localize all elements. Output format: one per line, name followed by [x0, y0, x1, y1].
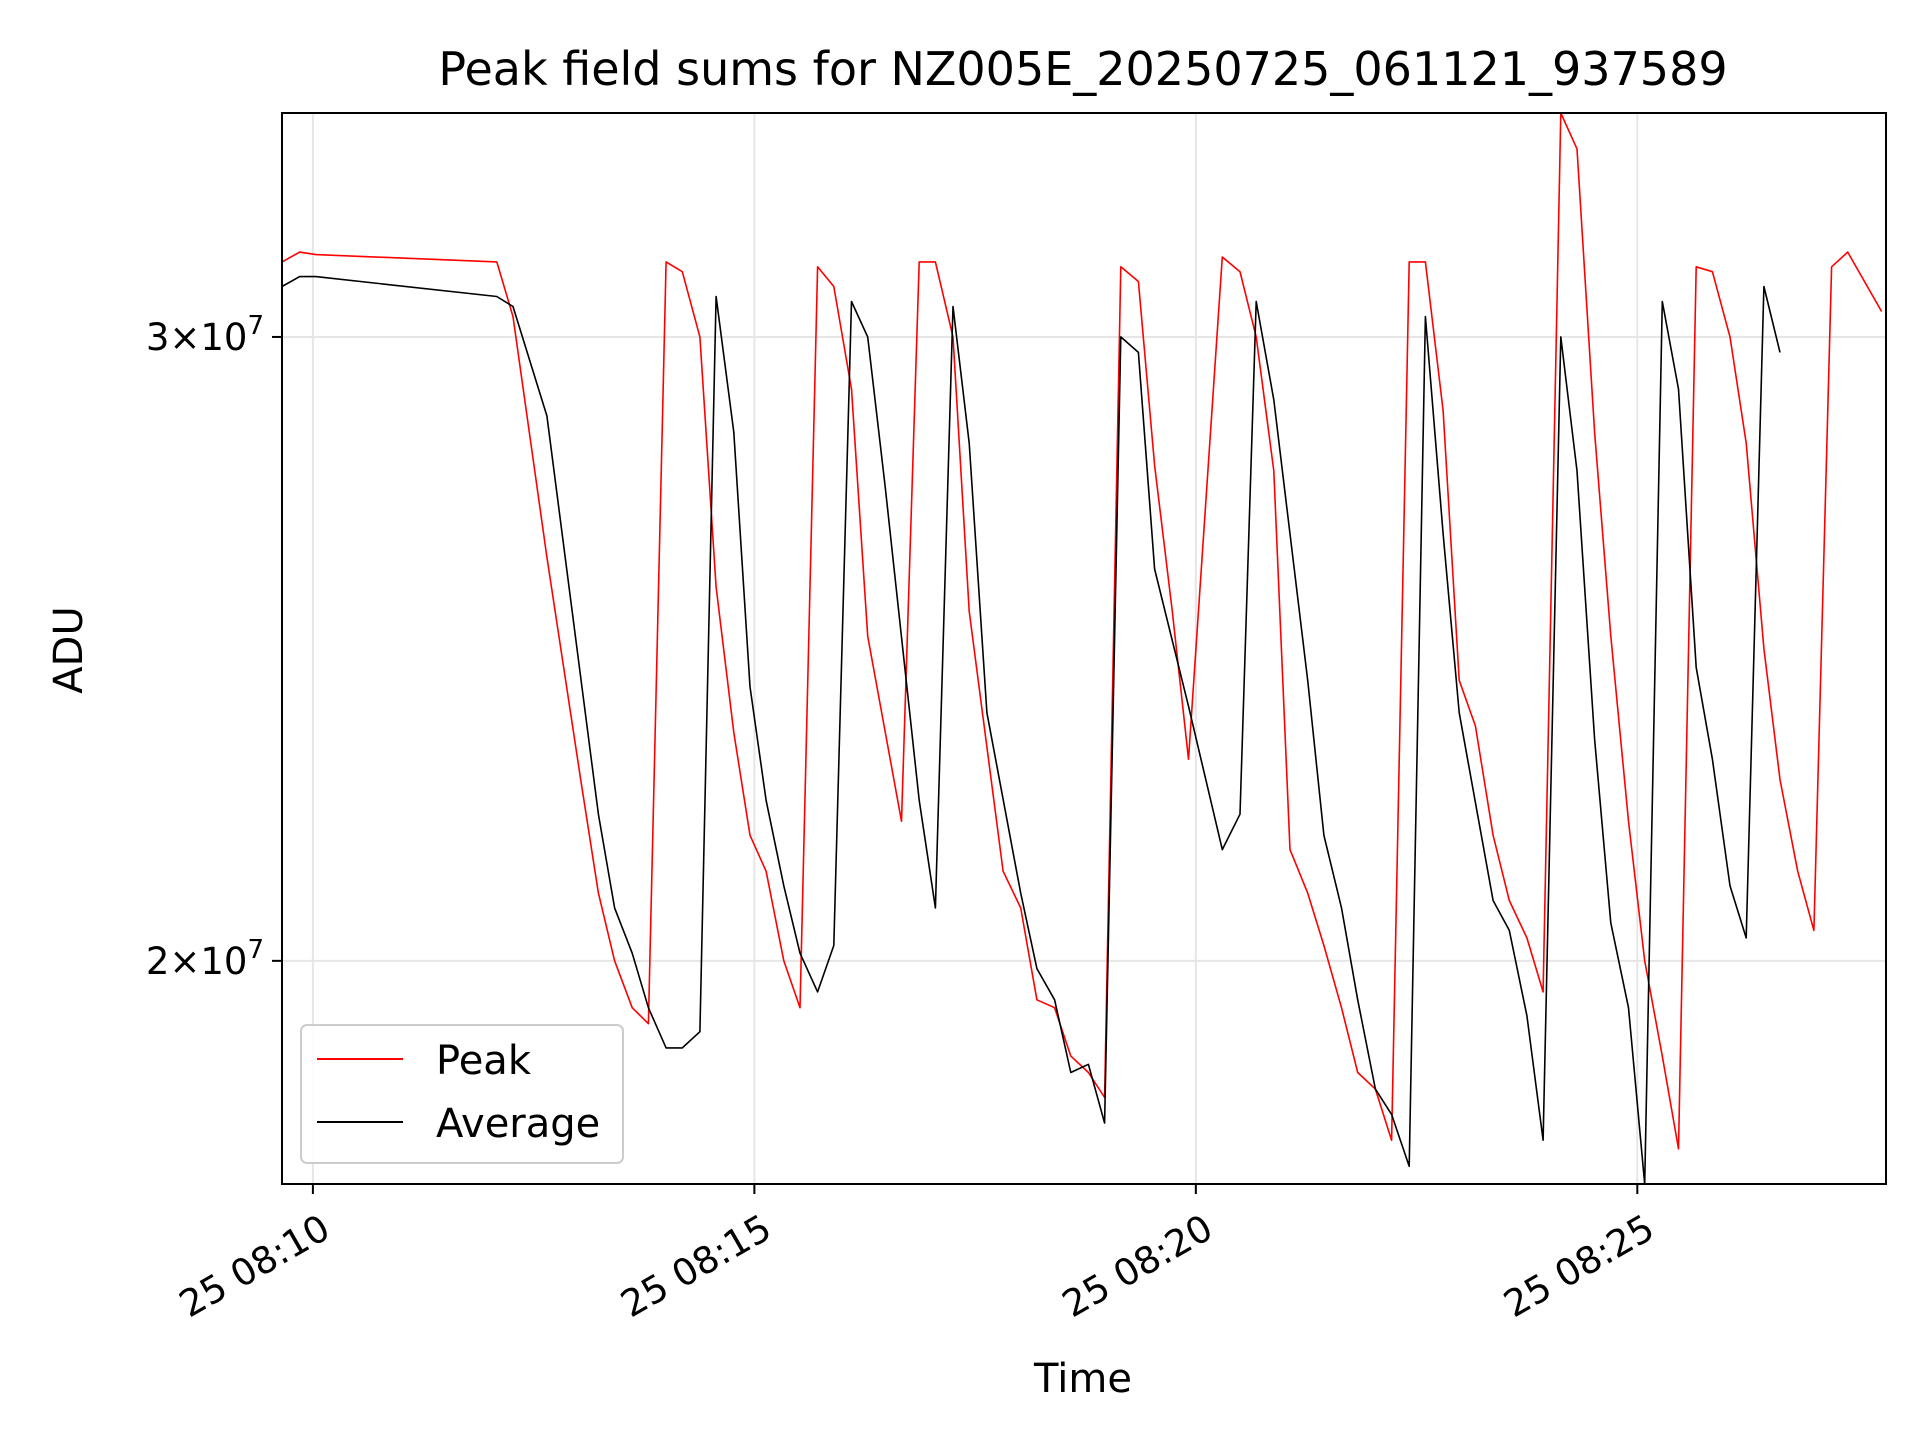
- y-tick-label-base: 3: [146, 316, 170, 359]
- x-tick-label: 25 08:25: [1497, 1206, 1662, 1326]
- y-tick-label-times: ×10: [169, 940, 247, 983]
- x-axis-label: Time: [1033, 1356, 1132, 1402]
- x-tick-label: 25 08:15: [614, 1206, 779, 1326]
- y-tick-label: 3×107: [146, 311, 264, 359]
- series-line-peak: [281, 112, 1883, 1150]
- series-line-average: [281, 275, 1781, 1185]
- legend: Peak Average: [300, 1024, 624, 1164]
- chart-title: Peak field sums for NZ005E_20250725_0611…: [438, 42, 1727, 96]
- x-tick-label: 25 08:20: [1055, 1206, 1220, 1326]
- x-tick-label: 25 08:10: [172, 1206, 337, 1326]
- y-tick-label-exp: 7: [247, 311, 264, 341]
- y-tick-label-exp: 7: [247, 935, 264, 965]
- y-axis-label: ADU: [46, 606, 92, 693]
- grid: [282, 113, 1886, 1184]
- legend-peak-label: Peak: [436, 1038, 532, 1084]
- legend-average-label: Average: [436, 1101, 600, 1147]
- y-tick-label-times: ×10: [169, 316, 247, 359]
- y-tick-label-base: 2: [146, 940, 170, 983]
- plot-frame: [281, 112, 1887, 1185]
- series-lines: [281, 112, 1883, 1185]
- y-tick-label: 2×107: [146, 935, 264, 983]
- x-axis-ticks: 25 08:10 25 08:15 25 08:20 25 08:25: [172, 1184, 1661, 1326]
